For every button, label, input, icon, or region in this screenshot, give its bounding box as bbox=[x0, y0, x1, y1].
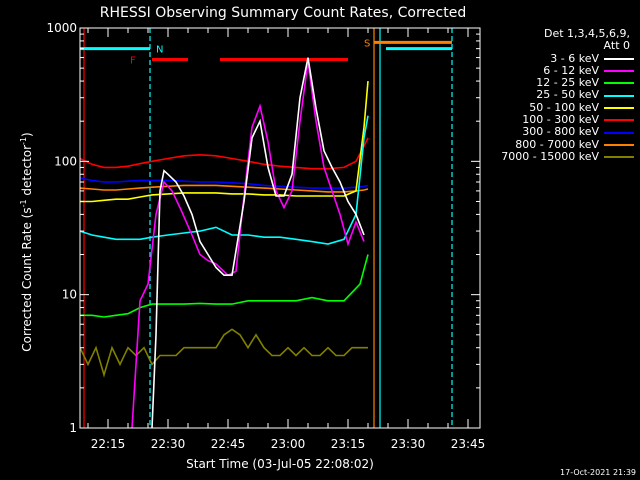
y-tick-label: 10 bbox=[62, 288, 77, 302]
series-25-50-kev bbox=[79, 115, 369, 245]
legend-swatch bbox=[604, 119, 634, 122]
series-300-800-kev bbox=[79, 177, 369, 189]
legend-entry: 100 - 300 keV bbox=[486, 113, 636, 127]
y-axis-label: Corrected Count Rate (s-1 detector-1) bbox=[19, 132, 34, 351]
legend-entry: 7000 - 15000 keV bbox=[486, 149, 636, 163]
legend-swatch bbox=[604, 106, 634, 109]
x-tick-label: 23:45 bbox=[451, 437, 486, 451]
legend-entry: 6 - 12 keV bbox=[486, 63, 636, 77]
legend-swatch bbox=[604, 131, 634, 134]
legend-swatch bbox=[604, 143, 634, 146]
x-tick-label: 23:00 bbox=[271, 437, 306, 451]
x-tick-label: 22:15 bbox=[91, 437, 126, 451]
y-tick-label: 1 bbox=[69, 421, 77, 435]
series-3-6-kev bbox=[151, 57, 365, 429]
legend-swatch bbox=[604, 57, 634, 60]
plot-frame bbox=[79, 27, 481, 429]
legend-swatch bbox=[604, 94, 634, 97]
legend-swatch bbox=[604, 156, 634, 159]
legend-entry: 800 - 7000 keV bbox=[486, 137, 636, 151]
legend-label: 50 - 100 keV bbox=[529, 100, 599, 114]
legend-label: 3 - 6 keV bbox=[550, 51, 599, 65]
legend-swatch bbox=[604, 70, 634, 73]
series-50-100-kev bbox=[80, 81, 369, 203]
legend-entry: 25 - 50 keV bbox=[486, 89, 636, 101]
chart-title: RHESSI Observing Summary Count Rates, Co… bbox=[100, 5, 466, 21]
series-7000-15000-kev bbox=[79, 328, 368, 378]
y-tick-label: 1000 bbox=[46, 21, 77, 35]
annotation-saa: S bbox=[364, 38, 370, 49]
series-100-300-kev bbox=[79, 137, 369, 170]
legend-header-line1: Det 1,3,4,5,6,9, bbox=[543, 27, 630, 40]
legend-header-line2: Att 0 bbox=[603, 39, 630, 53]
x-axis-label: Start Time (03-Jul-05 22:08:02) bbox=[186, 457, 374, 471]
annotation-flare: F bbox=[130, 56, 136, 67]
x-tick-label: 23:15 bbox=[331, 437, 366, 451]
legend-label: 300 - 800 keV bbox=[522, 125, 599, 139]
x-tick-label: 22:30 bbox=[151, 437, 186, 451]
plot-area: N F S bbox=[79, 28, 453, 429]
x-tick-label: 23:30 bbox=[391, 437, 426, 451]
legend-label: 6 - 12 keV bbox=[543, 63, 599, 77]
legend-entry: 300 - 800 keV bbox=[486, 126, 636, 138]
annotation-night: N bbox=[156, 45, 163, 56]
legend-label: 100 - 300 keV bbox=[522, 113, 599, 127]
legend-label: 25 - 50 keV bbox=[536, 88, 599, 102]
legend-swatch bbox=[604, 82, 634, 85]
legend-label: 7000 - 15000 keV bbox=[501, 149, 599, 163]
series-800-7000-kev bbox=[79, 184, 369, 193]
series-12-25-kev bbox=[80, 254, 369, 318]
x-tick-label: 22:45 bbox=[211, 437, 246, 451]
legend-label: 12 - 25 keV bbox=[536, 76, 599, 90]
legend-label: 800 - 7000 keV bbox=[515, 137, 599, 151]
y-tick-label: 100 bbox=[54, 154, 77, 168]
timestamp: 17-Oct-2021 21:39 bbox=[560, 468, 636, 477]
series-6-12-kev bbox=[131, 61, 365, 429]
legend-entry: 50 - 100 keV bbox=[486, 100, 636, 114]
legend-entries: 3 - 6 keV 6 - 12 keV 12 - 25 keV 25 - 50 ke… bbox=[486, 51, 636, 164]
legend-entry: 12 - 25 keV bbox=[486, 76, 636, 90]
chart-legend: Det 1,3,4,5,6,9, Att 0 3 - 6 keV 6 - 12 k… bbox=[486, 27, 636, 164]
legend-entry: 3 - 6 keV bbox=[486, 51, 636, 65]
axes: 1 10 100 1000 22:15 22:30 22:45 23:00 23:15 23:30… bbox=[46, 21, 485, 451]
